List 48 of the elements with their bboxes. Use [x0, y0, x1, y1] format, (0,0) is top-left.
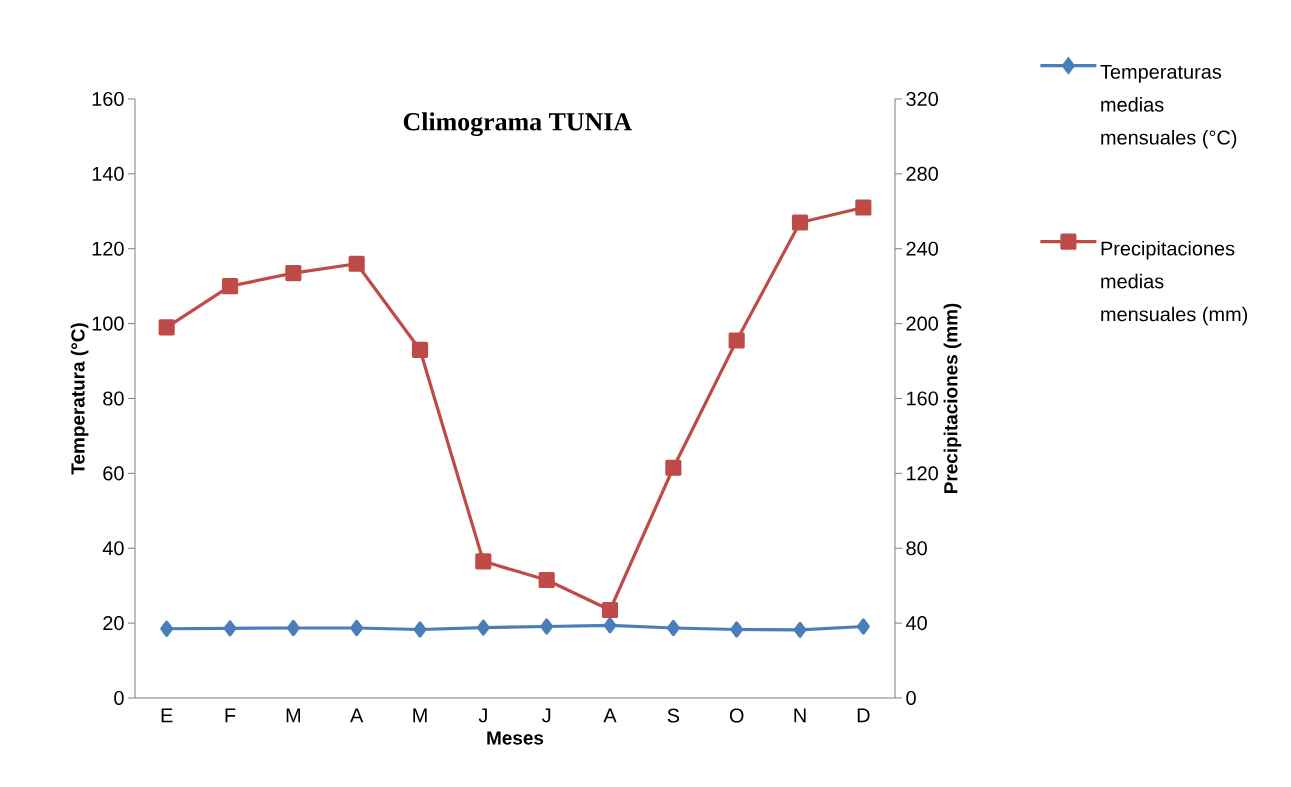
y2-tick-label: 120 — [907, 466, 938, 481]
point — [855, 199, 872, 216]
y2-tick-label: 200 — [906, 316, 938, 331]
x-tick-label: J — [478, 708, 487, 723]
y2-tick-label: 40 — [905, 616, 927, 631]
legend-label: Temperaturas medias mensuales (°C) — [1100, 64, 1237, 149]
y-axis-title: Temperatura (°C) — [70, 323, 89, 475]
x-tick-label: F — [225, 708, 236, 723]
point — [285, 264, 302, 282]
y-tick-label: 80 — [103, 391, 124, 406]
y-tick-label: 120 — [92, 241, 124, 256]
y2-tick-label: 240 — [906, 241, 938, 256]
point — [411, 341, 429, 358]
x-tick-label: S — [667, 708, 680, 723]
y2-tick-label: 320 — [906, 91, 938, 107]
point — [475, 553, 492, 570]
x-tick-label: J — [542, 708, 551, 723]
x-tick-label: A — [350, 708, 364, 723]
y2-axis-title: Precipitaciones (mm) — [943, 303, 962, 493]
y2-tick-label: 280 — [906, 166, 938, 181]
y-tick-label: 160 — [92, 91, 124, 107]
point — [665, 459, 682, 476]
y-tick-label: 60 — [103, 466, 124, 481]
y-tick-label: 0 — [114, 690, 124, 706]
legend-label: Precipitaciones medias mensuales (mm) — [1101, 240, 1248, 326]
y2-tick-label: 80 — [906, 541, 927, 556]
y-tick-label: 40 — [102, 541, 124, 556]
y2-tick-label: 160 — [907, 391, 938, 406]
x-tick-label: E — [161, 708, 173, 723]
x-axis-title: Meses — [487, 731, 544, 745]
y-tick-label: 20 — [103, 616, 124, 631]
y2-tick-label: 0 — [906, 690, 916, 706]
point — [791, 214, 809, 231]
chart-title: Climograma TUNIA — [403, 112, 632, 136]
x-tick-label: M — [286, 708, 300, 723]
y-tick-label: 140 — [92, 166, 124, 181]
y-tick-label: 100 — [92, 316, 124, 331]
point — [221, 278, 239, 295]
point — [158, 319, 175, 336]
x-tick-label: O — [729, 708, 744, 723]
point — [601, 601, 619, 619]
point — [728, 332, 745, 349]
x-tick-label: D — [857, 708, 870, 723]
point — [348, 255, 365, 272]
point — [538, 571, 555, 589]
x-tick-label: N — [794, 708, 806, 723]
x-tick-label: A — [603, 708, 617, 723]
x-tick-label: M — [413, 708, 427, 723]
